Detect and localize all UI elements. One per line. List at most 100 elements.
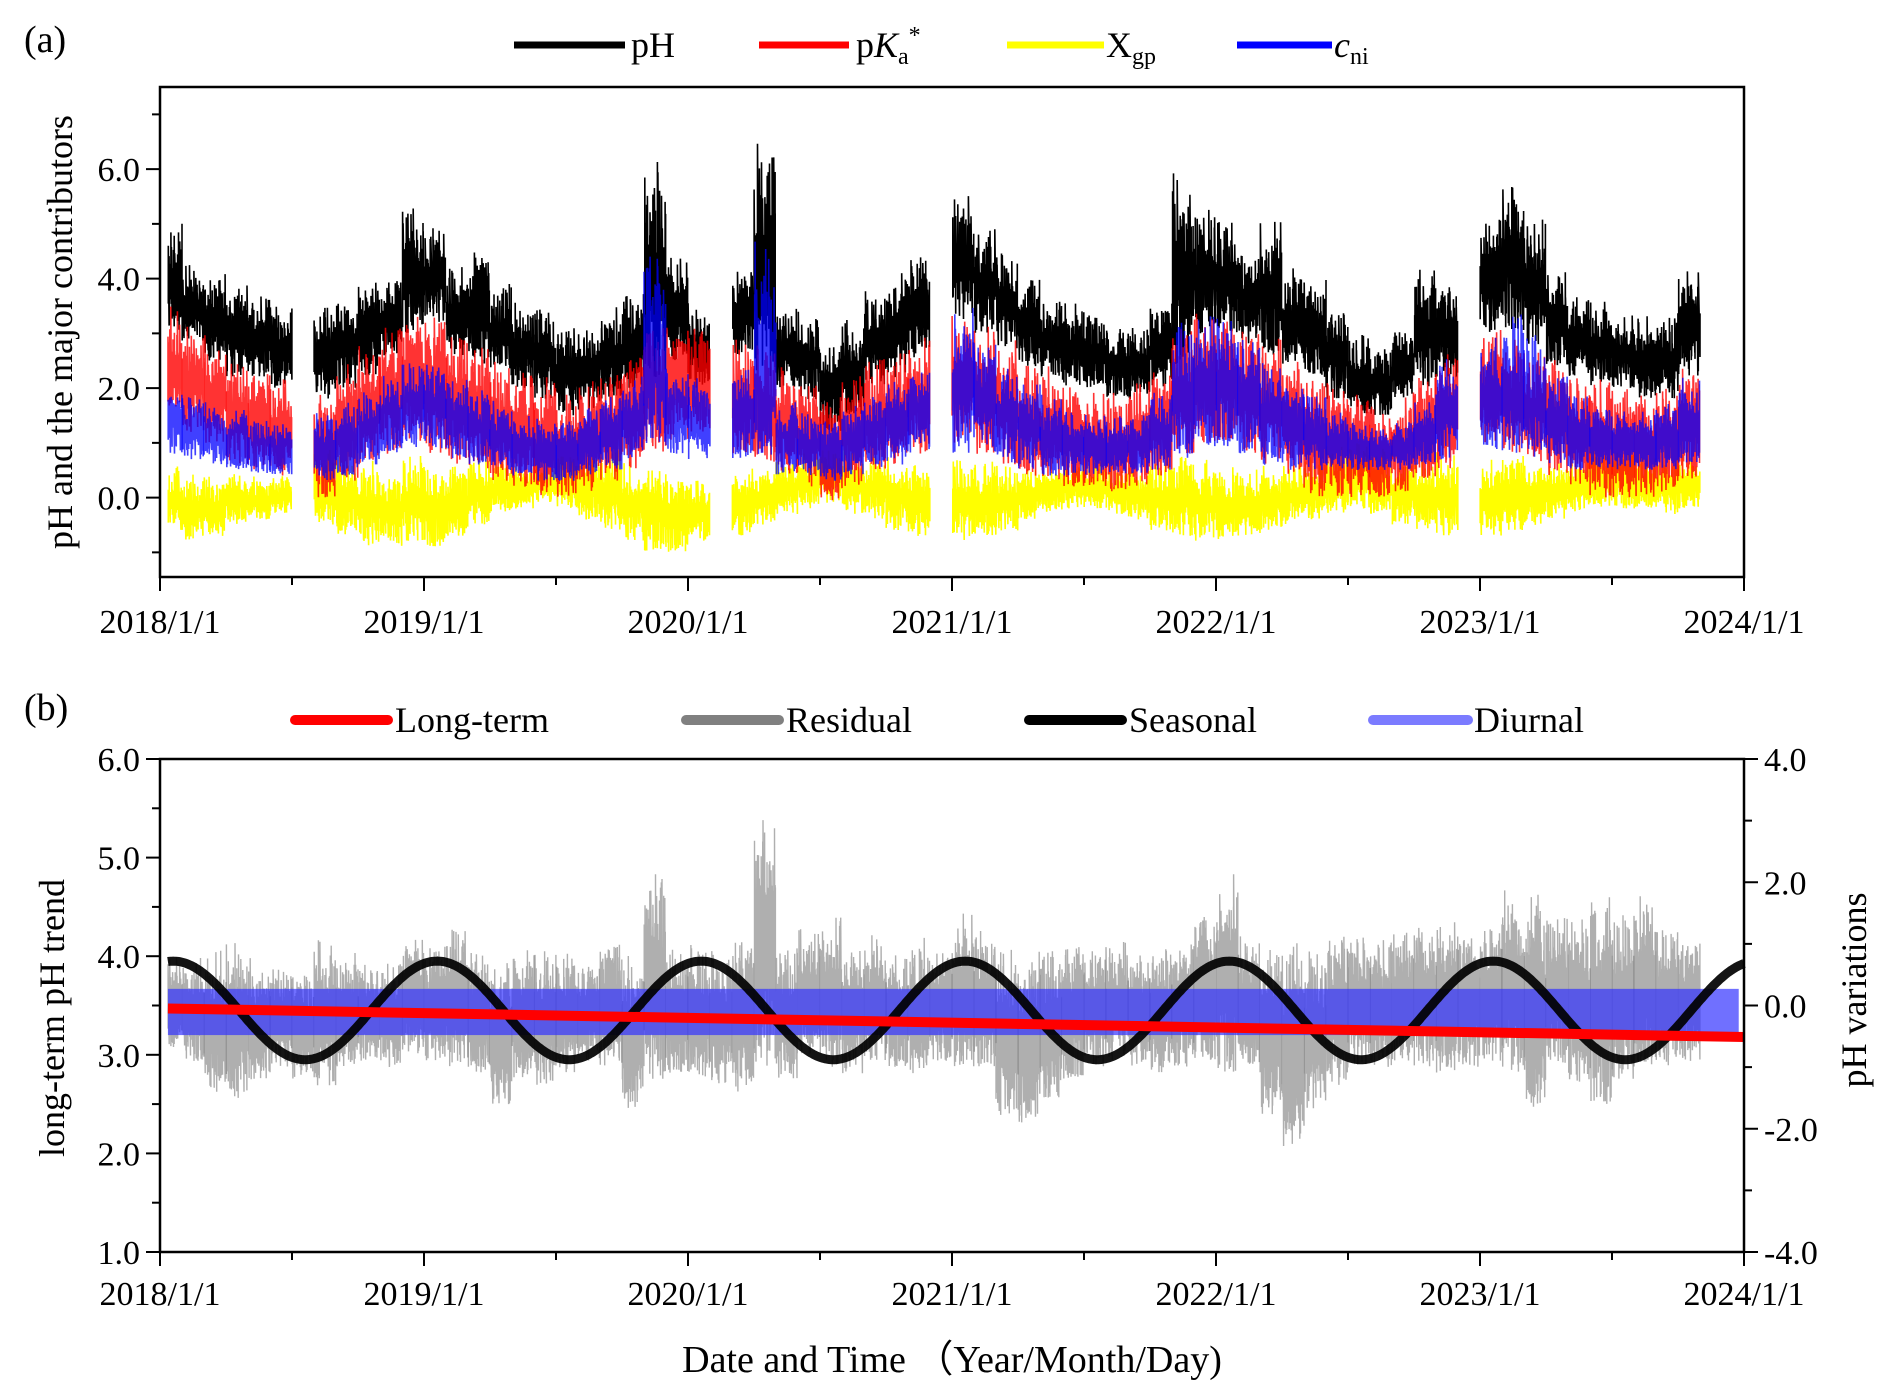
y-right-tick-label: 2.0 bbox=[1764, 865, 1807, 902]
xgp-series-month bbox=[1391, 465, 1415, 525]
x-axis-title: Date and Time （Year/Month/Day) bbox=[682, 1339, 1222, 1381]
cni-series-month bbox=[599, 396, 623, 470]
xgp-series-month bbox=[1039, 470, 1063, 512]
cni-series-month bbox=[1018, 384, 1041, 469]
xgp-series-month bbox=[1523, 465, 1547, 525]
xgp-series-month bbox=[577, 455, 600, 520]
ph-series-month bbox=[424, 228, 447, 322]
xgp-series-month bbox=[621, 461, 645, 541]
cni-series-month bbox=[1413, 402, 1437, 465]
cni-series-month bbox=[1039, 394, 1063, 476]
ph-series-month bbox=[644, 161, 667, 378]
cni-series-month bbox=[1369, 428, 1393, 470]
pka-series-month bbox=[511, 372, 535, 487]
xgp-series-month bbox=[952, 460, 975, 541]
x-tick-label: 2022/1/1 bbox=[1156, 1276, 1277, 1313]
ph-series-month bbox=[1479, 219, 1503, 332]
ph-series-month bbox=[1193, 209, 1217, 334]
xgp-series-month bbox=[489, 461, 512, 512]
cni-series-month bbox=[643, 256, 667, 444]
x-tick-label: 2023/1/1 bbox=[1420, 1276, 1541, 1313]
cni-series-month bbox=[1061, 411, 1085, 476]
x-tick-label: 2021/1/1 bbox=[892, 1276, 1013, 1313]
cni-series-month bbox=[1149, 392, 1173, 470]
ph-series-month bbox=[908, 257, 931, 358]
cni-series-month bbox=[1501, 314, 1525, 453]
xgp-series-month bbox=[1127, 467, 1151, 520]
cni-series-month bbox=[423, 364, 447, 449]
ph-series-month bbox=[167, 223, 183, 330]
ph-series-month bbox=[885, 273, 909, 378]
xgp-series-month bbox=[402, 455, 425, 541]
xgp-series-month bbox=[599, 450, 623, 530]
legend-label-seasonal: Seasonal bbox=[1129, 700, 1257, 740]
residual-series-month bbox=[1216, 874, 1239, 1072]
ph-series-month bbox=[467, 252, 491, 364]
cni-series-month bbox=[1105, 416, 1128, 474]
cni-series-month bbox=[445, 379, 469, 459]
xgp-series-month bbox=[797, 453, 821, 509]
cni-series-month bbox=[1172, 322, 1195, 458]
ph-series-month bbox=[1523, 219, 1547, 345]
ph-series-month bbox=[203, 274, 227, 361]
ph-series-month bbox=[577, 330, 601, 410]
cni-series-month bbox=[181, 397, 204, 460]
residual-series-month bbox=[1017, 951, 1041, 1123]
x-tick-label: 2023/1/1 bbox=[1420, 604, 1541, 641]
cni-series-month bbox=[577, 408, 601, 475]
x-tick-label: 2018/1/1 bbox=[100, 604, 221, 641]
xgp-series-month bbox=[863, 456, 887, 519]
ph-series-month bbox=[775, 308, 799, 388]
xgp-series-month bbox=[1281, 461, 1305, 525]
xgp-series-month bbox=[885, 457, 909, 531]
ph-series-month bbox=[1303, 280, 1327, 377]
cni-series-month bbox=[1391, 422, 1415, 470]
residual-series-month bbox=[1501, 890, 1525, 1072]
cni-series-month bbox=[907, 372, 931, 453]
ph-series-month bbox=[952, 196, 975, 320]
x-tick-label: 2022/1/1 bbox=[1156, 604, 1277, 641]
cni-series-month bbox=[1216, 318, 1239, 447]
ph-series-month bbox=[335, 303, 359, 388]
xgp-series-month bbox=[1567, 457, 1591, 512]
legend-label-ph: pH bbox=[631, 25, 675, 65]
xgp-series-month bbox=[731, 468, 755, 536]
ph-series-month bbox=[1061, 303, 1085, 386]
x-tick-label: 2018/1/1 bbox=[100, 1276, 221, 1313]
ph-series-month bbox=[533, 309, 557, 399]
y-left-tick-label: 4.0 bbox=[98, 939, 141, 976]
cni-series-month bbox=[533, 418, 557, 481]
ph-series-month bbox=[313, 307, 336, 399]
cni-series-month bbox=[313, 413, 337, 481]
cni-series-month bbox=[1545, 376, 1568, 464]
xgp-series-month bbox=[1678, 454, 1701, 509]
xgp-series-month bbox=[643, 470, 667, 551]
xgp-series-month bbox=[1545, 463, 1569, 519]
y-right-tick-label: -4.0 bbox=[1764, 1235, 1818, 1272]
x-tick-label: 2019/1/1 bbox=[364, 1276, 485, 1313]
cni-series-month bbox=[753, 241, 777, 455]
y-tick-label: 4.0 bbox=[98, 262, 141, 299]
long-term-line bbox=[167, 1003, 1745, 1043]
cni-series-month bbox=[357, 392, 381, 465]
xgp-series-month bbox=[1193, 459, 1217, 541]
y-left-tick-label: 5.0 bbox=[98, 841, 141, 878]
ph-series-month bbox=[511, 302, 535, 388]
xgp-series-month bbox=[467, 457, 491, 525]
x-tick-label: 2021/1/1 bbox=[892, 604, 1013, 641]
cni-series-month bbox=[819, 421, 843, 481]
residual-series-month bbox=[1633, 896, 1657, 1067]
ph-series-month bbox=[1281, 268, 1305, 364]
cni-series-month bbox=[1655, 403, 1679, 470]
ph-series-month bbox=[665, 257, 689, 361]
legend-label-xgp: Xgp bbox=[1106, 25, 1156, 70]
ph-series-month bbox=[247, 296, 271, 377]
xgp-series-month bbox=[1237, 469, 1261, 536]
ph-series-month bbox=[1017, 279, 1041, 367]
cni-series-month bbox=[1259, 363, 1283, 465]
xgp-series-month bbox=[995, 465, 1019, 531]
y-left-tick-label: 2.0 bbox=[98, 1136, 141, 1173]
legend-label-residual: Residual bbox=[786, 700, 912, 740]
xgp-series-month bbox=[753, 470, 777, 525]
